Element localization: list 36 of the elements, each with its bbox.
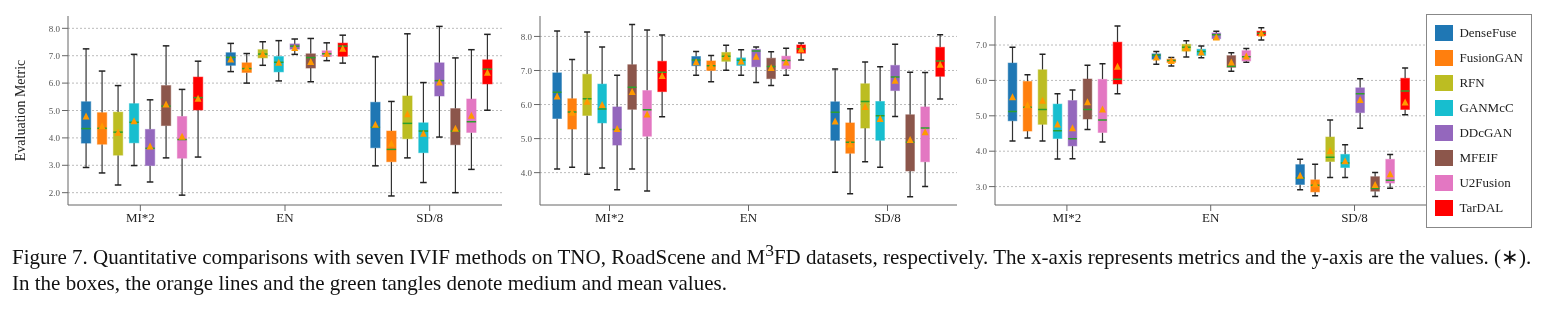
- y-tick-label: 6.0: [975, 75, 988, 86]
- x-tick-label: MI*2: [125, 210, 155, 226]
- legend-label: DenseFuse: [1459, 25, 1517, 41]
- x-tick-label: EN: [1202, 210, 1220, 226]
- x-tick-label: EN: [739, 210, 758, 226]
- y-tick-label: 6.0: [520, 99, 533, 110]
- x-tick-label: MI*2: [595, 210, 624, 226]
- y-tick-label: 8.0: [520, 31, 533, 42]
- text: Figure 7. Quantitative comparisons with seven IVIF methods on TNO, RoadScene and M$^{3}$FD datasets, respectively. The x-axis represents metrics and the y-axis are the values. (∗). In the boxes, the orange lines and the green tangles denote medium and mean values.: [12, 240, 1532, 295]
- x-tick-label: MI*2: [1052, 210, 1082, 226]
- y-tick-label: 4.0: [48, 133, 61, 144]
- legend-label: U2Fusion: [1459, 175, 1511, 191]
- y-tick-label: 5.0: [48, 105, 61, 116]
- legend-label: RFN: [1459, 75, 1485, 91]
- y-tick-label: 2.0: [48, 187, 61, 198]
- legend-label: GANMcC: [1459, 100, 1514, 116]
- legend-label: MFEIF: [1459, 150, 1498, 166]
- legend-label: FusionGAN: [1459, 50, 1523, 66]
- y-tick-label: 7.0: [520, 65, 533, 76]
- y-tick-label: 4.0: [975, 146, 988, 157]
- legend-label: TarDAL: [1459, 200, 1504, 216]
- y-tick-label: 3.0: [975, 181, 988, 192]
- y-tick-label: 6.0: [48, 78, 61, 89]
- y-tick-label: 5.0: [520, 133, 533, 144]
- y-tick-label: 5.0: [975, 111, 988, 121]
- y-tick-label: 7.0: [48, 50, 61, 61]
- y-tick-label: 3.0: [48, 160, 61, 171]
- legend-label: DDcGAN: [1459, 125, 1513, 141]
- x-tick-label: SD/8: [1341, 210, 1368, 226]
- x-tick-label: SD/8: [874, 210, 901, 226]
- y-axis-title: Evaluation Metric: [12, 59, 28, 162]
- x-tick-label: SD/8: [416, 210, 444, 226]
- y-tick-label: 7.0: [975, 40, 988, 51]
- x-tick-label: EN: [276, 210, 295, 226]
- y-tick-label: 4.0: [520, 167, 533, 178]
- y-tick-label: 8.0: [48, 23, 61, 34]
